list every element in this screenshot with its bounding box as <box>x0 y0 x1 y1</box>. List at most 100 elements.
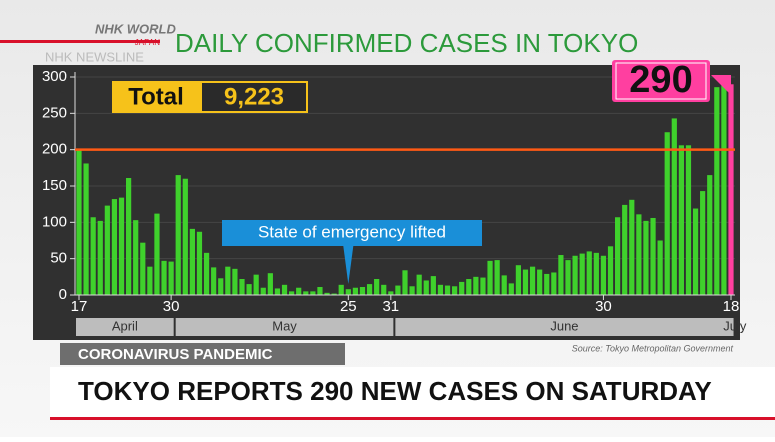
bar <box>317 287 323 295</box>
y-tick-label: 200 <box>42 141 67 158</box>
callout-inner <box>615 62 707 100</box>
bar <box>430 276 436 295</box>
bar <box>374 279 380 295</box>
y-tick-label: 100 <box>42 213 67 230</box>
bar <box>140 242 146 295</box>
bar <box>494 260 500 295</box>
bar <box>218 278 224 295</box>
bar <box>260 287 266 295</box>
bar <box>359 287 366 295</box>
topic: CORONAVIRUS PANDEMIC <box>78 346 273 363</box>
bar <box>126 178 132 295</box>
month-label: May <box>272 318 297 333</box>
y-tick-label: 250 <box>42 104 67 121</box>
bar <box>444 285 451 295</box>
value-label: 290 <box>629 59 692 101</box>
bar <box>118 197 125 295</box>
bar <box>558 255 564 295</box>
month-label: July <box>723 318 747 333</box>
bar <box>147 266 153 295</box>
bar <box>657 240 663 295</box>
y-tick-label: 0 <box>59 286 67 303</box>
bar <box>466 279 472 295</box>
bar <box>700 191 706 295</box>
bar <box>707 175 713 295</box>
bar <box>579 253 585 295</box>
x-tick-label: 31 <box>382 298 399 315</box>
bar <box>529 266 536 295</box>
bar <box>111 199 118 295</box>
bar <box>409 286 415 295</box>
x-tick-label: 30 <box>163 298 180 315</box>
bar <box>600 255 607 295</box>
headline: TOKYO REPORTS 290 NEW CASES ON SATURDAY <box>78 376 712 406</box>
bar <box>97 220 103 295</box>
headline-rule <box>50 417 775 420</box>
annotation-pointer <box>343 246 354 284</box>
bar <box>423 280 429 295</box>
bar <box>303 291 309 295</box>
month-band <box>175 318 394 336</box>
bar <box>544 273 550 295</box>
month-label: June <box>550 318 578 333</box>
month-band <box>76 318 174 336</box>
bar <box>289 291 295 295</box>
bar <box>225 266 231 295</box>
bar <box>437 284 444 295</box>
bar <box>551 272 557 295</box>
x-tick-label: 17 <box>71 298 88 315</box>
topic-box <box>60 343 345 365</box>
bar <box>629 199 635 295</box>
bar <box>636 214 642 295</box>
bar <box>104 205 110 295</box>
plot: 0 50 100 150 200 250 300 17 30 25 31 30 18 April May Ju… <box>42 59 747 336</box>
x-tick-label: 25 <box>340 298 357 315</box>
y-tick-label: 300 <box>42 68 67 85</box>
bar <box>90 217 96 295</box>
x-tick-label: 30 <box>595 298 612 315</box>
bar <box>487 260 493 295</box>
bar <box>572 255 578 295</box>
bar <box>381 284 387 295</box>
bar <box>671 118 677 295</box>
bar <box>537 269 543 295</box>
bar <box>402 270 408 295</box>
bar <box>253 274 259 295</box>
logo-program: NHK NEWSLINE <box>45 49 144 64</box>
bar <box>607 246 614 295</box>
logo-brand: NHK WORLD <box>95 21 176 36</box>
bar <box>161 260 167 295</box>
bar <box>232 268 238 295</box>
bar <box>168 261 174 295</box>
bar <box>714 87 720 295</box>
y-tick-label: 50 <box>50 250 67 267</box>
bar <box>388 291 394 295</box>
bar <box>189 228 195 295</box>
bar <box>203 252 210 295</box>
bar <box>565 260 571 295</box>
bar <box>643 220 649 295</box>
bar <box>331 293 337 295</box>
source: Source: Tokyo Metropolitan Government <box>572 343 734 353</box>
total-value-box <box>202 83 306 111</box>
bar <box>685 145 692 295</box>
chart-title: DAILY CONFIRMED CASES IN TOKYO <box>175 28 638 58</box>
bar <box>182 178 188 295</box>
bar <box>338 284 344 295</box>
bar <box>246 284 252 295</box>
bar <box>416 274 422 295</box>
bar <box>501 275 507 295</box>
bar <box>586 251 592 295</box>
bar <box>615 217 621 295</box>
bar <box>650 217 656 295</box>
bar <box>83 163 89 295</box>
bar <box>296 287 302 295</box>
bar <box>728 84 734 296</box>
bar <box>692 208 699 295</box>
bar <box>76 148 82 295</box>
bar <box>622 204 628 295</box>
bar <box>515 265 521 295</box>
bar <box>352 287 358 295</box>
bar <box>154 213 160 295</box>
bar <box>324 292 330 295</box>
